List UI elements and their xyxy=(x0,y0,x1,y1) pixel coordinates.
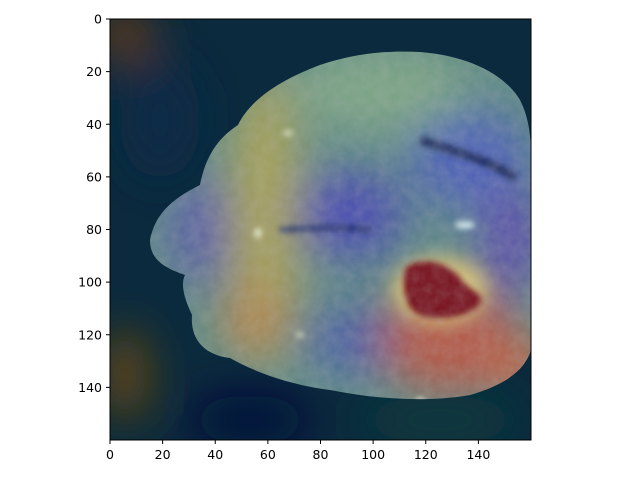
y-tick-label: 140 xyxy=(78,380,102,395)
x-axis: 0 20 40 60 80 100 120 140 xyxy=(106,440,490,462)
y-tick-label: 100 xyxy=(78,275,102,290)
y-tick-label: 120 xyxy=(78,327,102,342)
x-tick-label: 40 xyxy=(207,447,223,462)
y-tick-label: 20 xyxy=(86,64,102,79)
x-tick-label: 140 xyxy=(466,447,490,462)
x-tick-label: 60 xyxy=(260,447,276,462)
heatmap-image xyxy=(110,19,531,440)
x-tick-label: 0 xyxy=(106,447,114,462)
y-tick-label: 80 xyxy=(86,222,102,237)
x-tick-label: 100 xyxy=(361,447,385,462)
y-tick-label: 40 xyxy=(86,117,102,132)
x-tick-label: 120 xyxy=(414,447,438,462)
x-tick-label: 80 xyxy=(313,447,329,462)
x-tick-label: 20 xyxy=(155,447,171,462)
y-tick-label: 60 xyxy=(86,169,102,184)
y-axis: 0 20 40 60 80 100 120 140 xyxy=(78,12,110,395)
y-tick-label: 0 xyxy=(94,12,102,27)
